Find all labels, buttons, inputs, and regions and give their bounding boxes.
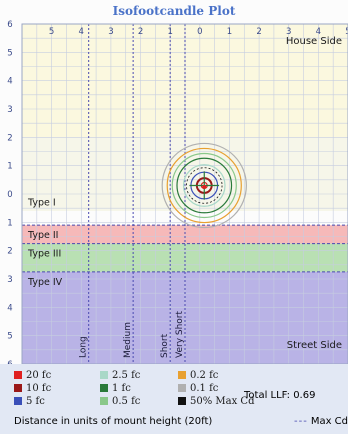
- legend-label: 0.5 fc: [112, 396, 141, 407]
- isoline-0_5fc: [171, 152, 237, 219]
- axis-caption: Distance in units of mount height (20ft): [14, 416, 213, 427]
- total-llf: Total LLF: 0.69: [244, 390, 316, 401]
- street-side-label: Street Side: [287, 340, 342, 351]
- half-max-cd-contour: [186, 167, 223, 204]
- isoline-0_2fc: [166, 147, 242, 224]
- y-tick-label: 5: [7, 48, 12, 58]
- x-tick-label: 4: [316, 27, 321, 37]
- legend-label: 1 fc: [112, 383, 131, 394]
- type-band-label: Type III: [27, 249, 61, 260]
- y-tick-label: 5: [7, 332, 12, 342]
- isoline-2_5fc: [182, 164, 226, 207]
- y-tick-label: 6: [7, 360, 12, 364]
- legend-swatch: [14, 397, 22, 405]
- legend-label: 0.1 fc: [190, 383, 219, 394]
- legend-item: 0.1 fc: [178, 383, 218, 395]
- range-label-1: Long: [79, 336, 89, 358]
- x-tick-label: 4: [79, 27, 84, 37]
- legend-label: 20 fc: [26, 370, 52, 381]
- legend-item: 10 fc: [14, 383, 51, 395]
- legend-item: 0.2 fc: [178, 370, 218, 382]
- max-cd-key: --- Max Cd: [294, 416, 348, 427]
- x-tick-label: 3: [286, 27, 291, 37]
- plot-area: Long Medium Short Very Short 5 4 3 2 1 0 1 2 3 4 5 6 5 4 3…: [7, 20, 348, 364]
- legend-label: 10 fc: [26, 383, 52, 394]
- max-cd-marker: [202, 184, 207, 189]
- y-tick-label: 3: [7, 275, 12, 285]
- range-label-2: Medium: [123, 322, 133, 358]
- max-cd-dash: ---: [294, 416, 308, 427]
- house-side-label: House Side: [286, 36, 342, 47]
- x-tick-label: 0: [197, 27, 202, 37]
- range-label-3: Short: [160, 333, 170, 358]
- type-band-label: Type IV: [27, 277, 63, 288]
- isoline-1fc: [176, 157, 233, 214]
- y-tick-label: 4: [7, 77, 12, 87]
- legend-item: 20 fc: [14, 370, 51, 382]
- legend-item: 5 fc: [14, 396, 45, 408]
- legend-label: 5 fc: [26, 396, 45, 407]
- legend-swatch: [178, 397, 186, 405]
- legend: 20 fc 10 fc 5 fc 2.5 fc 1 fc 0.5 fc 0.2 fc 0.1 …: [0, 364, 348, 434]
- legend-label: 0.2 fc: [190, 370, 219, 381]
- x-tick-label: 3: [108, 27, 113, 37]
- legend-swatch: [100, 371, 108, 379]
- range-label-4: Very Short: [175, 310, 185, 358]
- legend-swatch: [178, 384, 186, 392]
- x-tick-label: 1: [227, 27, 232, 37]
- legend-swatch: [100, 397, 108, 405]
- max-cd-label: Max Cd: [310, 416, 348, 427]
- y-tick-label: 6: [7, 20, 12, 30]
- legend-swatch: [14, 384, 22, 392]
- legend-label: 50% Max Cd: [190, 396, 255, 407]
- legend-item: 2.5 fc: [100, 370, 140, 382]
- x-tick-label: 5: [345, 27, 348, 37]
- x-tick-label: 5: [49, 27, 54, 37]
- x-tick-label: 2: [256, 27, 261, 37]
- y-tick-label: 4: [7, 303, 12, 313]
- isoline-0_1fc: [161, 142, 247, 229]
- chart-title: Isofootcandle Plot: [112, 4, 236, 18]
- legend-swatch: [178, 371, 186, 379]
- legend-item: 1 fc: [100, 383, 131, 395]
- y-tick-label: 0: [7, 190, 12, 200]
- y-tick-label: 1: [7, 162, 12, 172]
- x-tick-label: 1: [167, 27, 172, 37]
- y-tick-label: 3: [7, 105, 12, 115]
- y-tick-label: 2: [7, 133, 12, 143]
- legend-swatch: [100, 384, 108, 392]
- legend-swatch: [14, 371, 22, 379]
- y-tick-label: 1: [7, 218, 12, 228]
- x-tick-label: 2: [138, 27, 143, 37]
- type-band-label: Type II: [27, 230, 58, 241]
- legend-label: 2.5 fc: [112, 370, 141, 381]
- type-band-label: Type I: [27, 198, 56, 209]
- legend-item: 50% Max Cd: [178, 396, 254, 408]
- legend-item: 0.5 fc: [100, 396, 140, 408]
- y-tick-label: 2: [7, 247, 12, 257]
